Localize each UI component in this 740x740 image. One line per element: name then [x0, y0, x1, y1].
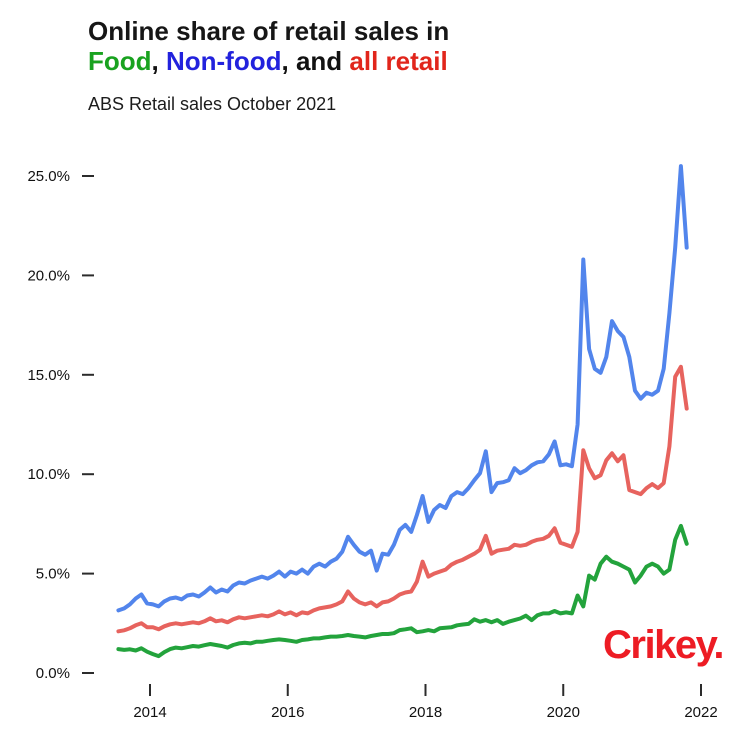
x-tick-label: 2016 [271, 704, 304, 721]
y-tick-label: 0.0% [36, 665, 70, 682]
y-tick-label: 10.0% [27, 466, 70, 483]
title-line-1: Online share of retail sales in [88, 16, 450, 46]
line-food [116, 523, 689, 659]
y-tick-label: 5.0% [36, 566, 70, 583]
x-tick-label: 2018 [409, 704, 442, 721]
x-tick-label: 2020 [547, 704, 580, 721]
title-line-2-legend: Food, Non-food, and all retail [88, 46, 449, 76]
chart-title: Online share of retail sales in Food, No… [88, 16, 449, 76]
legend-all-retail: all retail [349, 46, 448, 76]
title-separator-2: , and [281, 46, 350, 76]
chart-subtitle: ABS Retail sales October 2021 [88, 94, 337, 114]
crikey-logo: Crikey. [603, 623, 724, 667]
legend-non-food: Non-food [165, 46, 282, 76]
line-all-retail [116, 364, 689, 634]
line-non-food [116, 164, 689, 613]
y-tick-label: 25.0% [27, 168, 70, 185]
y-tick-label: 20.0% [27, 267, 70, 284]
title-separator-1: , [151, 46, 166, 76]
legend-food: Food [88, 46, 152, 76]
x-tick-label: 2022 [684, 704, 717, 721]
x-tick-label: 2014 [133, 704, 166, 721]
y-tick-label: 15.0% [27, 367, 70, 384]
